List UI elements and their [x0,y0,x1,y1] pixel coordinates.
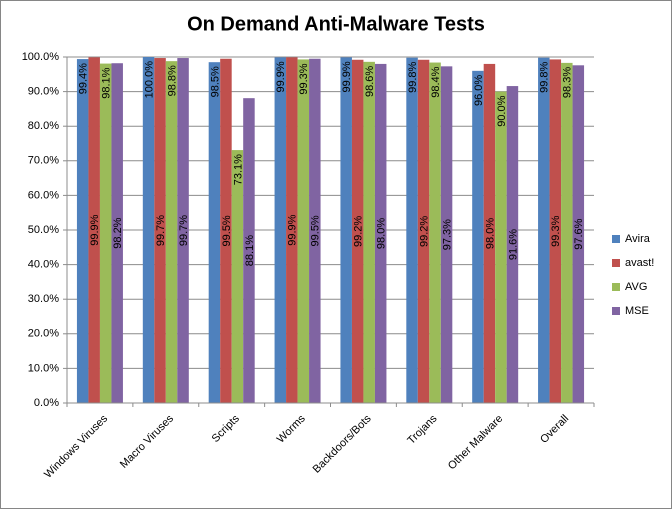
data-label: 99.5% [221,215,233,246]
bar [99,63,112,403]
data-label: 99.9% [287,214,299,245]
legend-label: Avira [625,233,651,245]
bar [142,57,155,403]
bar [154,58,166,404]
bar [297,59,310,404]
data-label: 98.0% [484,218,496,249]
y-tick-label: 70.0% [28,155,59,167]
data-label: 98.6% [364,66,376,97]
bar [309,58,321,403]
data-label: 99.9% [275,61,287,92]
data-label: 97.6% [573,218,585,249]
data-label: 88.1% [244,235,256,266]
y-tick-label: 100.0% [22,51,60,63]
bar [429,62,441,403]
bar [440,66,453,403]
data-label: 99.9% [341,61,353,92]
data-label: 90.0% [496,95,508,126]
y-tick-label: 20.0% [28,328,59,340]
bar [231,150,244,403]
data-label: 99.8% [407,61,419,92]
y-tick-label: 80.0% [28,120,59,132]
bar [538,57,550,403]
legend-label: AVG [625,281,647,293]
bar [111,63,123,404]
y-tick-label: 50.0% [28,224,59,236]
data-label: 91.6% [507,229,519,260]
bar [165,61,178,403]
y-tick-label: 60.0% [28,189,59,201]
y-tick-label: 30.0% [28,293,59,305]
legend-swatch [612,235,620,243]
legend-swatch [612,283,620,291]
bar [472,70,484,403]
data-label: 98.3% [562,67,574,98]
bar [483,63,496,404]
data-label: 73.1% [232,154,244,185]
data-label: 99.7% [155,215,167,246]
bar [76,59,89,404]
bar [208,62,221,403]
bar [286,57,298,403]
legend-swatch [612,307,620,315]
data-label: 97.3% [441,219,453,250]
bar [220,58,232,403]
data-label: 99.2% [353,216,365,247]
bar [374,63,387,404]
data-label: 99.5% [310,215,322,246]
bar [561,62,573,404]
bar [572,65,585,403]
y-tick-label: 90.0% [28,86,59,98]
data-label: 98.5% [209,66,221,97]
data-label: 98.8% [166,65,178,96]
data-label: 99.9% [89,214,101,245]
bar [274,57,287,403]
bar [363,61,375,404]
bar [243,98,255,403]
data-label: 99.3% [298,63,310,94]
chart-title: On Demand Anti-Malware Tests [187,13,485,35]
legend-label: MSE [625,305,649,317]
data-label: 99.7% [178,215,190,246]
bar [495,91,507,403]
data-label: 98.4% [430,66,442,97]
legend-label: avast! [625,257,654,269]
y-tick-label: 0.0% [34,397,59,409]
y-tick-label: 40.0% [28,259,59,271]
data-label: 98.2% [112,217,124,248]
data-label: 100.0% [143,61,155,99]
bar [506,86,519,404]
bar [417,59,430,403]
data-label: 96.0% [473,75,485,106]
data-label: 98.1% [101,67,113,98]
bar [177,58,189,404]
bar [340,57,352,403]
data-label: 99.8% [539,61,551,92]
bar [406,57,418,403]
data-label: 99.2% [418,216,430,247]
bar [549,59,562,404]
data-label: 99.3% [550,215,562,246]
data-label: 99.4% [78,63,90,94]
y-tick-label: 10.0% [28,362,59,374]
legend-swatch [612,259,620,267]
bar [88,57,100,403]
data-label: 98.0% [376,218,388,249]
bar [351,59,364,403]
